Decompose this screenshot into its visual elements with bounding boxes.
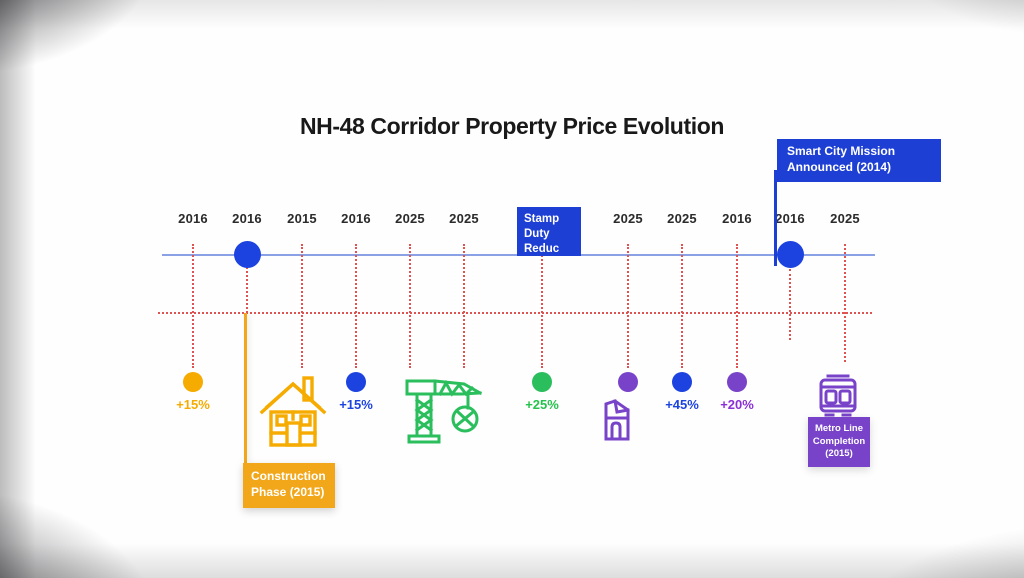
callout-text-line: Announced (2014) [787,159,892,174]
year-label: 2025 [449,211,479,226]
callout-text-line: (2015) [825,448,853,460]
page-title: NH-48 Corridor Property Price Evolution [299,113,725,139]
timeline-marker-dot [233,241,261,268]
house-icon [257,371,329,449]
event-dot [532,372,552,392]
callout-text-line: Duty [524,228,550,241]
callout-text-line: Metro Line [814,423,864,434]
timeline-marker-dot [776,241,804,268]
percent-change-label: +15% [176,397,210,412]
event-dot [183,372,203,392]
metro-line-completion-callout: Metro Line Completion (2015) [808,417,870,467]
crane-icon [402,366,490,446]
stamp-duty-callout: Stamp Duty Reduc [517,207,581,256]
percent-change-label: +20% [720,397,754,412]
tick-dotted-line [844,244,846,362]
percent-change-label: +25% [525,397,559,412]
year-label: 2016 [341,211,371,226]
callout-text-line: Completion [812,435,866,447]
tick-dotted-line [355,244,357,368]
year-label: 2016 [775,211,805,226]
tick-dotted-line [541,244,543,368]
metro-icon [816,373,860,419]
building-icon [601,398,635,442]
year-label: 2025 [613,211,643,226]
event-dot [346,372,366,392]
event-dot [727,372,747,392]
event-dot [672,372,692,392]
callout-text-line: Construction [251,469,326,483]
tick-dotted-line [192,244,194,368]
construction-connector-line [244,313,247,464]
construction-phase-callout: Construction Phase (2015) [243,463,335,508]
smart-city-mission-callout: Smart City Mission Announced (2014) [777,139,941,182]
year-label: 2015 [287,211,317,226]
year-label: 2016 [232,211,262,226]
tick-dotted-line [789,269,791,340]
callout-text-line: Smart City Mission [787,144,896,158]
tick-dotted-line [463,244,465,368]
percent-change-label: +45% [665,397,699,412]
year-label: 2025 [830,211,860,226]
percent-change-label: +15% [339,397,373,412]
year-label: 2016 [722,211,752,226]
year-label: 2016 [178,211,208,226]
callout-text-line: Reduc [524,243,560,256]
callout-text-line: Stamp [524,213,560,225]
smart-city-connector-line [774,170,777,266]
year-label: 2025 [667,211,697,226]
dotted-baseline [158,312,872,314]
tick-dotted-line [246,262,248,313]
tick-dotted-line [409,244,411,368]
tick-dotted-line [627,244,629,368]
tick-dotted-line [736,244,738,368]
callout-text-line: Phase (2015) [251,484,325,499]
tick-dotted-line [301,244,303,368]
tick-dotted-line [681,244,683,368]
year-label: 2025 [395,211,425,226]
event-dot [618,372,638,392]
